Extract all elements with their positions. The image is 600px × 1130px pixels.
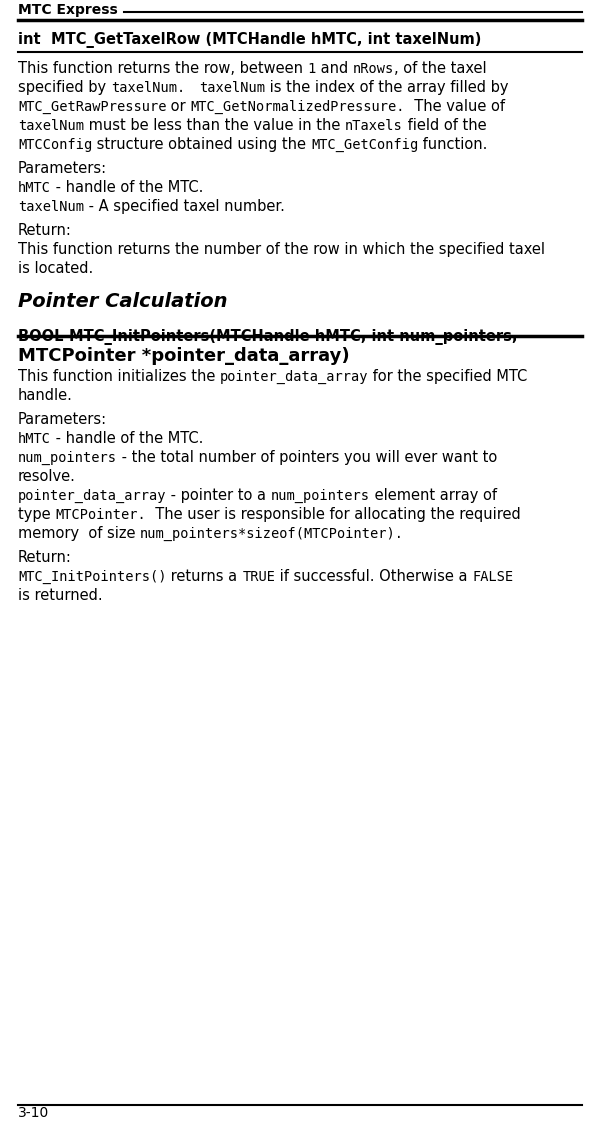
Text: must be less than the value in the: must be less than the value in the [84,118,345,133]
Text: - A specified taxel number.: - A specified taxel number. [84,199,285,214]
Text: num_pointers: num_pointers [271,488,370,503]
Text: handle.: handle. [18,388,73,402]
Text: 3-10: 3-10 [18,1106,49,1120]
Text: MTC_GetNormalizedPressure.: MTC_GetNormalizedPressure. [191,99,405,114]
Text: Return:: Return: [18,223,72,238]
Text: pointer_data_array: pointer_data_array [18,488,167,503]
Text: is returned.: is returned. [18,588,103,602]
Text: pointer_data_array: pointer_data_array [220,370,368,384]
Text: MTC_GetConfig: MTC_GetConfig [311,138,418,153]
Text: The user is responsible for allocating the required: The user is responsible for allocating t… [146,506,521,522]
Text: function.: function. [418,137,487,153]
Text: The value of: The value of [405,99,505,114]
Text: nRows: nRows [353,62,394,76]
Text: type: type [18,506,55,522]
Text: This function returns the row, between: This function returns the row, between [18,61,308,76]
Text: taxelNum: taxelNum [18,200,84,214]
Text: num_pointers: num_pointers [18,451,117,464]
Text: taxelNum: taxelNum [199,81,265,95]
Text: memory  of size: memory of size [18,525,140,540]
Text: MTC Express: MTC Express [18,3,118,17]
Text: taxelNum: taxelNum [18,119,84,133]
Text: MTC_GetTaxelRow (MTCHandle hMTC, int taxelNum): MTC_GetTaxelRow (MTCHandle hMTC, int tax… [51,32,481,47]
Text: , of the taxel: , of the taxel [394,61,487,76]
Text: MTCPointer *pointer_data_array): MTCPointer *pointer_data_array) [18,347,350,365]
Text: taxelNum.: taxelNum. [111,81,185,95]
Text: 1: 1 [308,62,316,76]
Text: - the total number of pointers you will ever want to: - the total number of pointers you will … [117,450,497,464]
Text: MTC_GetRawPressure: MTC_GetRawPressure [18,101,167,114]
Text: and: and [316,61,353,76]
Text: num_pointers*sizeof(MTCPointer).: num_pointers*sizeof(MTCPointer). [140,527,404,541]
Text: This function initializes the: This function initializes the [18,368,220,384]
Text: - handle of the MTC.: - handle of the MTC. [51,431,203,445]
Text: or: or [167,99,191,114]
Text: MTC_InitPointers(MTCHandle hMTC, int num_pointers,: MTC_InitPointers(MTCHandle hMTC, int num… [68,329,517,345]
Text: Pointer Calculation: Pointer Calculation [18,293,227,311]
Text: nTaxels: nTaxels [345,119,403,133]
Text: hMTC: hMTC [18,432,51,445]
Text: element array of: element array of [370,488,497,503]
Text: for the specified MTC: for the specified MTC [368,368,528,384]
Text: MTC_InitPointers(): MTC_InitPointers() [18,570,167,584]
Text: is the index of the array filled by: is the index of the array filled by [265,80,508,95]
Text: is located.: is located. [18,261,93,276]
Text: if successful. Otherwise a: if successful. Otherwise a [275,568,472,584]
Text: BOOL: BOOL [18,329,68,344]
Text: - pointer to a: - pointer to a [167,488,271,503]
Text: FALSE: FALSE [472,570,514,584]
Text: resolve.: resolve. [18,469,76,484]
Text: Return:: Return: [18,549,72,565]
Text: TRUE: TRUE [242,570,275,584]
Text: specified by: specified by [18,80,111,95]
Text: structure obtained using the: structure obtained using the [92,137,311,153]
Text: hMTC: hMTC [18,181,51,195]
Text: MTCConfig: MTCConfig [18,138,92,153]
Text: int: int [18,32,51,47]
Text: This function returns the number of the row in which the specified taxel: This function returns the number of the … [18,242,545,257]
Text: Parameters:: Parameters: [18,411,107,427]
Text: Parameters:: Parameters: [18,160,107,176]
Text: MTCPointer.: MTCPointer. [55,507,146,522]
Text: - handle of the MTC.: - handle of the MTC. [51,180,203,195]
Text: field of the: field of the [403,118,487,133]
Text: returns a: returns a [167,568,242,584]
